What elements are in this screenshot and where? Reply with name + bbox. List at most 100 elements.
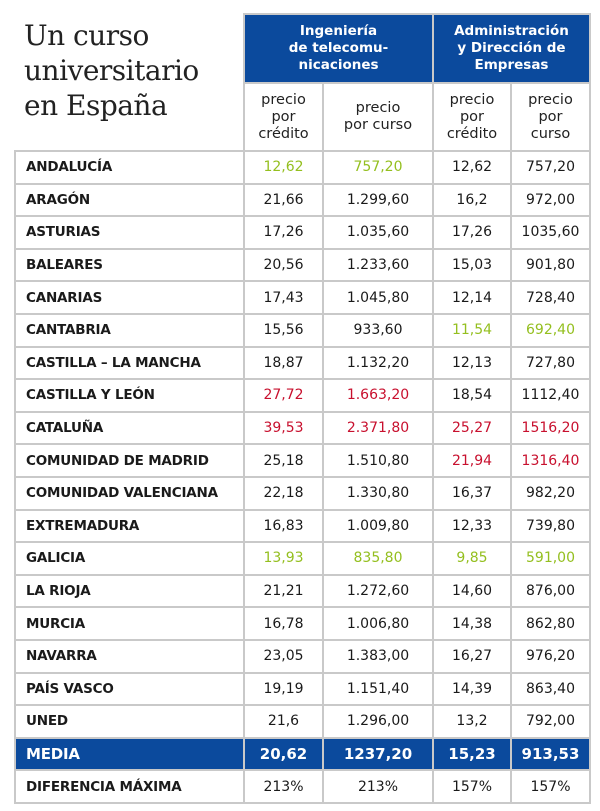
table-row: MURCIA 16,78 1.006,80 14,38 862,80 xyxy=(14,606,591,641)
price-cell: 213% xyxy=(243,769,324,804)
price-cell: 972,00 xyxy=(510,182,591,218)
header-line: crédito xyxy=(446,125,498,142)
title-line: en España xyxy=(24,89,168,122)
region-name: CATALUÑA xyxy=(14,410,245,446)
column-header: precio por curso xyxy=(510,82,591,152)
region-name: MEDIA xyxy=(14,736,245,772)
price-cell: 17,43 xyxy=(243,280,324,315)
region-name: EXTREMADURA xyxy=(14,508,245,544)
table-row: GALICIA 13,93 835,80 9,85 591,00 xyxy=(14,541,591,576)
header-line: por curso xyxy=(343,117,413,133)
price-cell: 157% xyxy=(510,769,591,804)
price-cell: 901,80 xyxy=(510,247,591,283)
price-cell: 15,23 xyxy=(432,736,512,772)
price-cell: 157% xyxy=(432,769,512,804)
region-name: COMUNIDAD VALENCIANA xyxy=(14,475,245,511)
price-cell: 1.009,80 xyxy=(322,508,434,544)
table-row: CATALUÑA 39,53 2.371,80 25,27 1516,20 xyxy=(14,410,591,446)
header-line: por xyxy=(271,108,296,125)
tuition-table: Ingeniería de telecomu- nicaciones Admin… xyxy=(14,13,591,804)
price-cell: 1.151,40 xyxy=(322,671,434,707)
table-row: CANTABRIA 15,56 933,60 11,54 692,40 xyxy=(14,312,591,348)
price-cell: 1.296,00 xyxy=(322,704,434,739)
group-header-telecom: Ingeniería de telecomu- nicaciones xyxy=(243,13,434,84)
price-cell: 739,80 xyxy=(510,508,591,544)
header-line: nicaciones xyxy=(298,57,379,73)
table-row: BALEARES 20,56 1.233,60 15,03 901,80 xyxy=(14,247,591,283)
table-row: COMUNIDAD DE MADRID 25,18 1.510,80 21,94 131… xyxy=(14,443,591,478)
region-name: GALICIA xyxy=(14,541,245,576)
price-cell: 1.045,80 xyxy=(322,280,434,315)
table-row: ANDALUCÍA 12,62 757,20 12,62 757,20 xyxy=(14,150,591,185)
price-cell: 18,87 xyxy=(243,345,324,381)
price-cell: 1.132,20 xyxy=(322,345,434,381)
price-cell: 1.035,60 xyxy=(322,215,434,250)
price-cell: 835,80 xyxy=(322,541,434,576)
price-cell: 16,78 xyxy=(243,606,324,641)
region-name: NAVARRA xyxy=(14,638,245,674)
header-line: y Dirección de xyxy=(457,40,566,56)
price-cell: 20,62 xyxy=(243,736,324,772)
price-cell: 1112,40 xyxy=(510,378,591,413)
price-cell: 39,53 xyxy=(243,410,324,446)
table-row: CANARIAS 17,43 1.045,80 12,14 728,40 xyxy=(14,280,591,315)
table-row: ASTURIAS 17,26 1.035,60 17,26 1035,60 xyxy=(14,215,591,250)
price-cell: 1.272,60 xyxy=(322,573,434,609)
header-line: curso xyxy=(530,125,571,142)
price-cell: 9,85 xyxy=(432,541,512,576)
price-cell: 1237,20 xyxy=(322,736,434,772)
table-row: PAÍS VASCO 19,19 1.151,40 14,39 863,40 xyxy=(14,671,591,707)
price-cell: 27,72 xyxy=(243,378,324,413)
region-name: ARAGÓN xyxy=(14,182,245,218)
price-cell: 23,05 xyxy=(243,638,324,674)
price-cell: 19,19 xyxy=(243,671,324,707)
header-line: por xyxy=(459,108,485,125)
price-cell: 862,80 xyxy=(510,606,591,641)
region-name: CASTILLA Y LEÓN xyxy=(14,378,245,413)
table-row: NAVARRA 23,05 1.383,00 16,27 976,20 xyxy=(14,638,591,674)
price-cell: 16,37 xyxy=(432,475,512,511)
header-line: precio xyxy=(528,91,573,108)
table-row: CASTILLA Y LEÓN 27,72 1.663,20 18,54 1112,40 xyxy=(14,378,591,413)
price-cell: 21,6 xyxy=(243,704,324,739)
price-cell: 1.299,60 xyxy=(322,182,434,218)
price-cell: 14,60 xyxy=(432,573,512,609)
price-cell: 16,83 xyxy=(243,508,324,544)
price-cell: 728,40 xyxy=(510,280,591,315)
price-cell: 21,94 xyxy=(432,443,512,478)
header-line: Empresas xyxy=(474,57,549,73)
price-cell: 1.663,20 xyxy=(322,378,434,413)
table-row: LA RIOJA 21,21 1.272,60 14,60 876,00 xyxy=(14,573,591,609)
price-cell: 21,21 xyxy=(243,573,324,609)
price-cell: 757,20 xyxy=(510,150,591,185)
price-cell: 913,53 xyxy=(510,736,591,772)
header-line: de telecomu- xyxy=(288,40,389,56)
price-cell: 11,54 xyxy=(432,312,512,348)
page-title: Un curso universitario en España xyxy=(24,18,199,123)
region-name: COMUNIDAD DE MADRID xyxy=(14,443,245,478)
table-row: ARAGÓN 21,66 1.299,60 16,2 972,00 xyxy=(14,182,591,218)
header-line: Administración xyxy=(454,23,569,39)
column-header: precio por curso xyxy=(322,82,434,152)
price-cell: 16,27 xyxy=(432,638,512,674)
header-line: precio xyxy=(355,100,401,116)
region-name: MURCIA xyxy=(14,606,245,641)
price-cell: 12,13 xyxy=(432,345,512,381)
price-cell: 757,20 xyxy=(322,150,434,185)
price-cell: 792,00 xyxy=(510,704,591,739)
price-cell: 21,66 xyxy=(243,182,324,218)
price-cell: 13,93 xyxy=(243,541,324,576)
region-name: CASTILLA – LA MANCHA xyxy=(14,345,245,381)
price-cell: 1316,40 xyxy=(510,443,591,478)
title-line: universitario xyxy=(24,54,199,87)
price-cell: 1.330,80 xyxy=(322,475,434,511)
price-cell: 1.006,80 xyxy=(322,606,434,641)
price-cell: 1.383,00 xyxy=(322,638,434,674)
price-cell: 14,38 xyxy=(432,606,512,641)
price-cell: 25,18 xyxy=(243,443,324,478)
table-row: UNED 21,6 1.296,00 13,2 792,00 xyxy=(14,704,591,739)
price-cell: 876,00 xyxy=(510,573,591,609)
table-row: DIFERENCIA MÁXIMA 213% 213% 157% 157% xyxy=(14,769,591,804)
price-cell: 16,2 xyxy=(432,182,512,218)
header-line: precio xyxy=(449,91,495,108)
